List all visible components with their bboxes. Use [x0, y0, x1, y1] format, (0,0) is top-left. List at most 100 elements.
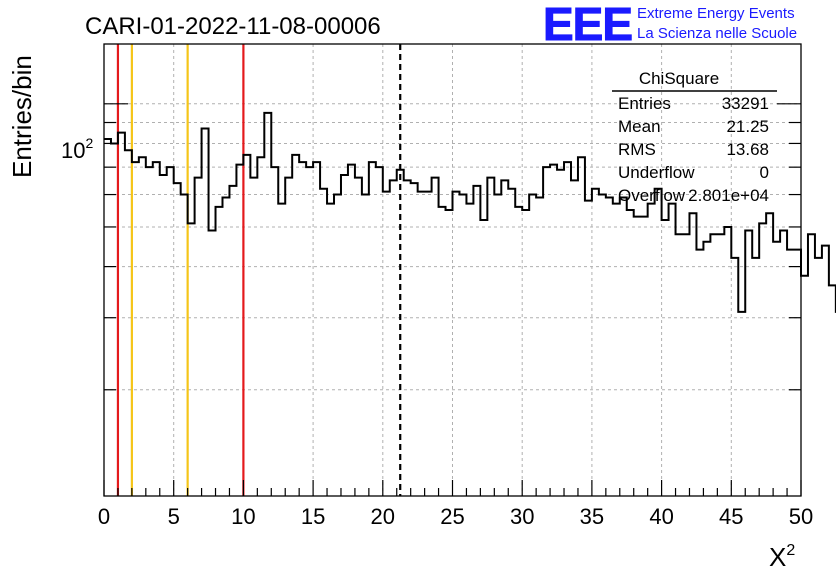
histogram-bin [299, 162, 306, 496]
x-tick-label: 50 [789, 504, 813, 529]
histogram-bin [515, 207, 522, 496]
histogram-bin [397, 170, 404, 496]
stats-value-underflow: 0 [760, 163, 769, 182]
histogram-bin [271, 167, 278, 496]
histogram-bin [216, 207, 223, 496]
histogram-bin [362, 195, 369, 496]
histogram-bin [390, 180, 397, 496]
stats-box: ChiSquare Entries 33291 Mean 21.25 RMS 1… [612, 69, 777, 205]
histogram-bin [174, 183, 181, 496]
histogram-bin [487, 178, 494, 496]
histogram-bin [466, 204, 473, 496]
histogram-bin [620, 198, 627, 496]
histogram-bin [676, 234, 683, 496]
x-tick-label: 5 [168, 504, 180, 529]
histogram-bin [669, 204, 676, 496]
histogram-bin [696, 250, 703, 496]
histogram-bin [348, 165, 355, 496]
histogram-bin [376, 167, 383, 496]
logo-line2: La Scienza nelle Scuole [637, 25, 797, 42]
x-tick-label: 45 [719, 504, 743, 529]
x-axis-label-sup: 2 [786, 542, 795, 559]
histogram-bin [125, 150, 132, 496]
histogram-bin [627, 210, 634, 496]
x-axis-label: X2 [769, 542, 795, 572]
histogram-bin [181, 195, 188, 496]
axes: 0 5 10 15 20 25 30 35 40 45 50 [98, 43, 813, 529]
stats-value-rms: 13.68 [726, 140, 769, 159]
histogram-bin [459, 195, 466, 496]
histogram-bin [313, 162, 320, 496]
histogram-bin [355, 178, 362, 496]
histogram-bin [766, 213, 773, 496]
x-tick-label: 10 [231, 504, 255, 529]
histogram-bin [683, 234, 690, 496]
histogram-bin [278, 204, 285, 496]
histogram-bin [801, 276, 808, 496]
histogram-bin [689, 213, 696, 496]
histogram-bin [662, 220, 669, 496]
x-tick-label: 0 [98, 504, 110, 529]
histogram-bin [229, 186, 236, 496]
histogram-bin [564, 162, 571, 496]
histogram-bin [703, 242, 710, 496]
stats-value-mean: 21.25 [726, 117, 769, 136]
x-tick-label: 30 [510, 504, 534, 529]
stats-title: ChiSquare [639, 69, 719, 88]
histogram-bin [613, 204, 620, 496]
histogram-bin [243, 155, 250, 496]
stats-label-underflow: Underflow [618, 163, 695, 182]
logo-line1: Extreme Energy Events [637, 5, 795, 22]
histogram-bin [341, 175, 348, 496]
histogram-series [104, 111, 836, 496]
eee-logo-text: EEE [543, 0, 632, 50]
histogram-bin [132, 162, 139, 496]
histogram-bin [648, 204, 655, 496]
histogram-bin [759, 223, 766, 496]
histogram-bin [522, 210, 529, 496]
histogram-bin [634, 217, 641, 496]
histogram-bin [480, 220, 487, 496]
histogram-bin [222, 198, 229, 496]
histogram-bin [822, 246, 829, 496]
histogram-bin [550, 165, 557, 496]
histogram-bin [508, 189, 515, 496]
histogram-bin [606, 198, 613, 496]
chart-title: CARI-01-2022-11-08-00006 [85, 13, 381, 40]
stats-label-entries: Entries [618, 94, 671, 113]
histogram-bin [236, 165, 243, 496]
stats-value-overflow: 2.801e+04 [688, 186, 769, 205]
stats-label-overflow: Overflow [618, 186, 686, 205]
histogram-bin [327, 204, 334, 496]
stats-value-entries: 33291 [722, 94, 769, 113]
histogram-bin [306, 167, 313, 496]
histogram-bin [446, 210, 453, 496]
x-tick-label: 40 [649, 504, 673, 529]
x-tick-label: 35 [580, 504, 604, 529]
histogram-bin [585, 201, 592, 496]
histogram-bin [369, 162, 376, 496]
histogram-bin [411, 183, 418, 496]
histogram-bin [153, 162, 160, 496]
histogram-bin [738, 312, 745, 496]
histogram-bin [571, 180, 578, 496]
histogram-bin [118, 133, 125, 496]
histogram-bin [418, 192, 425, 496]
histogram-bin [202, 129, 209, 496]
x-tick-label: 25 [440, 504, 464, 529]
histogram-bin [209, 231, 216, 496]
histogram-bin [501, 180, 508, 496]
histogram-bin [599, 195, 606, 496]
histogram-bin [787, 250, 794, 496]
histogram-bin [139, 157, 146, 496]
histogram-bin [383, 192, 390, 496]
histogram-bin [432, 178, 439, 496]
histogram-bin [529, 195, 536, 496]
histogram-bin [292, 155, 299, 496]
histogram-bin [592, 189, 599, 496]
histogram-bin [195, 178, 202, 496]
histogram-bin [731, 258, 738, 496]
histogram-bin [160, 175, 167, 496]
eee-logo: EEE Extreme Energy Events La Scienza nel… [543, 0, 798, 51]
